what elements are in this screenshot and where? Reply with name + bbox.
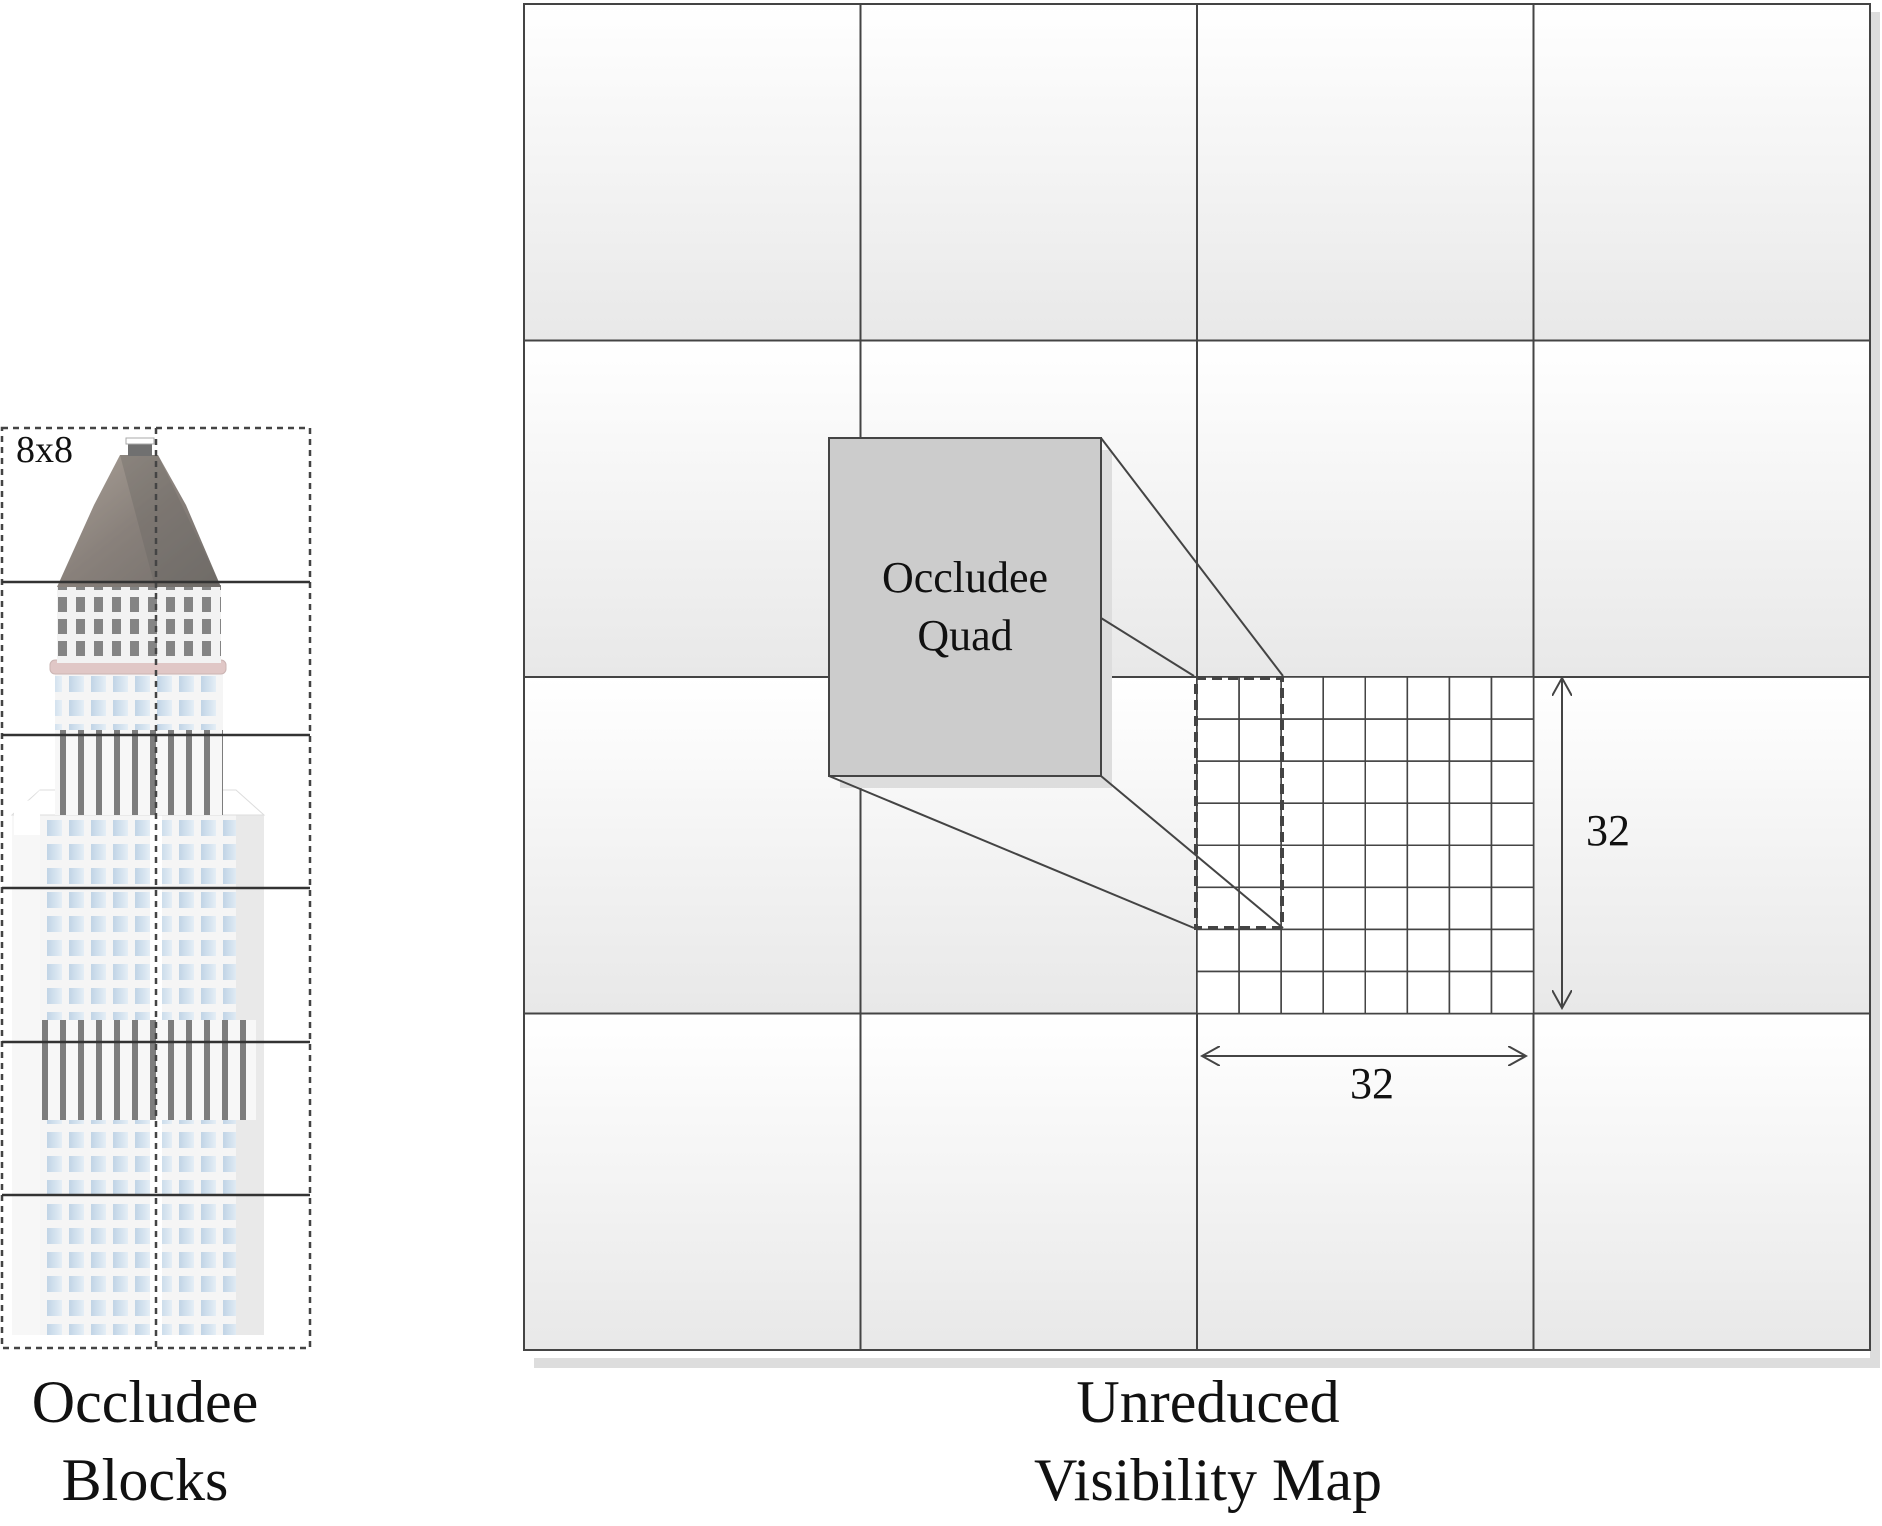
visibility-map-tile (1532, 1012, 1871, 1351)
visibility-map-tile (1532, 676, 1871, 1015)
occludee-quad-label-line1: Occludee (882, 553, 1048, 602)
block-grid-row-lines (2, 580, 310, 1197)
highlighted-block-column (1194, 676, 1284, 930)
occludee-block-grid (0, 426, 312, 1350)
visibility-map-caption-line2: Visibility Map (1034, 1447, 1382, 1513)
occludee-caption-line2: Blocks (62, 1447, 229, 1513)
visibility-map-shadow (534, 1358, 1870, 1368)
occludee-quad (828, 437, 1102, 777)
visibility-map-tile (523, 676, 862, 1015)
fine-grid-cell (1490, 970, 1535, 1015)
block-size-label: 8x8 (16, 429, 73, 471)
occludee-quad-label-line2: Quad (917, 611, 1012, 660)
visibility-map-tile (1532, 3, 1871, 342)
visibility-map-caption-line1: Unreduced (1076, 1369, 1339, 1435)
visibility-map-tile (523, 1012, 862, 1351)
visibility-map-tile (523, 339, 862, 678)
visibility-map-tile (859, 1012, 1198, 1351)
occludee-caption-line1: Occludee (32, 1369, 259, 1435)
visibility-map-tile (1196, 339, 1535, 678)
visibility-map-tile (1196, 3, 1535, 342)
visibility-map-tile (859, 3, 1198, 342)
horizontal-dimension-label: 32 (1350, 1059, 1394, 1108)
visibility-map-shadow-side (1870, 12, 1880, 1368)
occludee-quad-group: Occludee Quad (828, 437, 1284, 929)
vertical-dimension-label: 32 (1586, 806, 1630, 855)
visibility-map-tile (1532, 339, 1871, 678)
building-image (0, 430, 320, 1350)
visibility-map-tile (523, 3, 862, 342)
visibility-map-tile (1196, 1012, 1535, 1351)
projection-lines (828, 437, 1284, 929)
fine-grid (1196, 676, 1535, 1015)
